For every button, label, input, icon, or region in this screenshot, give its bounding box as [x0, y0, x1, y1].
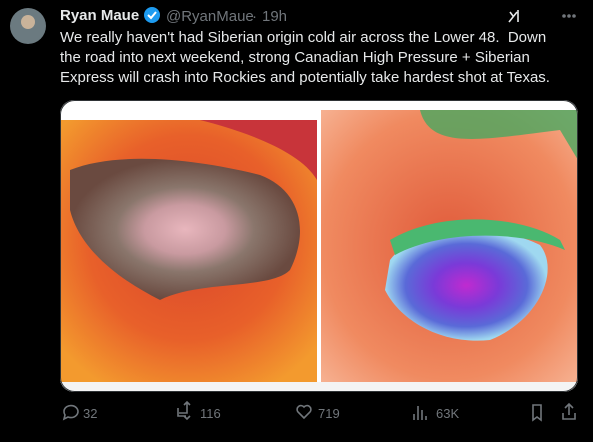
right-cold-area: [385, 229, 548, 341]
views-icon[interactable]: [413, 406, 427, 420]
repost-count[interactable]: 116: [200, 406, 221, 421]
right-green-area: [330, 110, 578, 160]
bookmark-icon[interactable]: [532, 404, 542, 422]
verified-badge: [144, 7, 160, 23]
grok-icon[interactable]: [508, 10, 519, 23]
like-count[interactable]: 719: [318, 406, 340, 421]
share-icon[interactable]: [562, 402, 576, 420]
avatar-face: [21, 15, 35, 29]
map-footer: [60, 382, 578, 392]
post-text: We really haven't had Siberian origin co…: [60, 29, 547, 46]
author-handle[interactable]: @RyanMaue: [166, 8, 254, 25]
verified-check: [147, 11, 157, 20]
post-time[interactable]: 19h: [262, 8, 288, 25]
like-icon[interactable]: [296, 404, 312, 420]
reply-icon[interactable]: [62, 404, 79, 421]
post-text: Express will crash into Rockies and pote…: [60, 69, 550, 86]
right-green-edge: [390, 219, 565, 255]
divider: [317, 100, 321, 392]
left-warm-area: [200, 120, 317, 180]
media[interactable]: [60, 100, 578, 392]
separator: ·: [252, 8, 257, 25]
view-count[interactable]: 63K: [436, 406, 460, 421]
media-border: [60, 100, 578, 392]
reply-count[interactable]: 32: [83, 406, 98, 421]
repost-icon[interactable]: [177, 400, 191, 421]
left-cold-area: [70, 158, 300, 300]
author-name[interactable]: Ryan Maue: [60, 7, 140, 24]
post-text: the road into next weekend, strong Canad…: [60, 49, 530, 66]
more-icon[interactable]: [562, 14, 576, 18]
